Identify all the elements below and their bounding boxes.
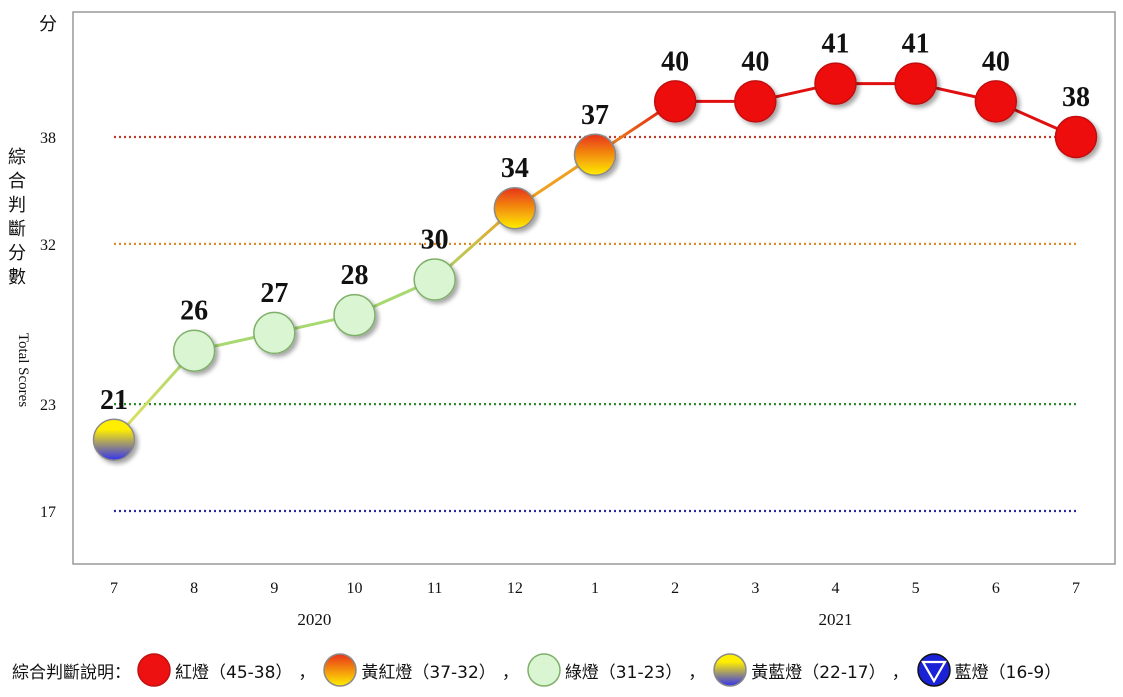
legend-separator: ， <box>688 662 706 683</box>
year-label: 2021 <box>819 610 853 629</box>
data-point-green <box>172 329 216 372</box>
data-point-red <box>894 62 937 105</box>
data-point-green <box>413 258 456 301</box>
plot-frame <box>72 11 1116 565</box>
data-label: 26 <box>180 296 208 327</box>
y-tick-label: 23 <box>40 397 56 414</box>
y-tick-label: 32 <box>40 237 56 254</box>
data-label: 40 <box>982 46 1010 77</box>
data-point-yellow-red <box>573 133 617 177</box>
legend-label: 綠燈（31-23） <box>564 662 683 683</box>
data-label: 41 <box>822 29 850 60</box>
data-label: 37 <box>581 100 609 131</box>
y-axis-label-zh-char: 分 <box>8 243 26 264</box>
x-tick-label: 2 <box>671 580 679 597</box>
data-point-green <box>333 293 376 337</box>
legend-label: 藍燈（16-9） <box>954 662 1062 683</box>
legend: 綜合判斷說明： 紅燈（45-38），黃紅燈（37-32），綠燈（31-23），黃… <box>0 650 1123 690</box>
legend-label: 黃藍燈（22-17） <box>751 662 886 683</box>
y-axis-label-zh-char: 斷 <box>8 219 26 240</box>
data-label: 40 <box>661 46 689 77</box>
data-point-yellow-blue <box>92 418 136 462</box>
legend-marker-red <box>137 653 171 687</box>
legend-marker-yellow-blue <box>713 653 747 687</box>
legend-item-green: 綠燈（31-23） <box>525 651 682 689</box>
y-tick-label: 38 <box>40 130 56 147</box>
data-point-green <box>253 311 296 355</box>
data-label: 28 <box>341 260 369 291</box>
year-label: 2020 <box>297 610 331 629</box>
data-point-yellow-red <box>493 186 537 230</box>
x-tick-label: 1 <box>591 580 599 597</box>
data-point-red <box>814 62 857 105</box>
legend-item-yellow-blue: 黃藍燈（22-17） <box>711 651 886 689</box>
x-tick-label: 8 <box>190 580 198 597</box>
data-label: 21 <box>100 385 128 416</box>
data-point-red <box>974 80 1018 123</box>
x-tick-label: 6 <box>992 580 1000 597</box>
data-point-red <box>1054 115 1098 159</box>
x-tick-label: 11 <box>427 580 442 597</box>
data-point-red <box>734 80 777 123</box>
x-tick-label: 7 <box>1072 580 1080 597</box>
legend-separator: ， <box>501 662 519 683</box>
y-axis-label-zh-char: 數 <box>8 267 26 288</box>
y-axis-label-zh-char: 綜 <box>8 147 26 168</box>
x-tick-label: 7 <box>110 580 118 597</box>
data-label: 41 <box>902 29 930 60</box>
y-tick-label: 17 <box>40 504 56 521</box>
x-tick-label: 12 <box>507 580 523 597</box>
y-unit-label: 分 <box>39 14 57 35</box>
legend-separator: ， <box>298 662 316 683</box>
legend-marker-green <box>527 653 561 687</box>
legend-item-yellow-red: 黃紅燈（37-32） <box>321 651 496 689</box>
x-tick-label: 4 <box>832 580 840 597</box>
data-label: 40 <box>741 46 769 77</box>
data-point-red <box>653 80 697 123</box>
legend-label: 紅燈（45-38） <box>175 662 293 683</box>
data-label: 27 <box>260 278 288 309</box>
x-tick-label: 10 <box>347 580 363 597</box>
x-tick-label: 5 <box>912 580 920 597</box>
data-label: 38 <box>1062 82 1090 113</box>
y-axis-label-zh-char: 判 <box>8 195 26 216</box>
x-tick-label: 9 <box>270 580 278 597</box>
y-axis-label-zh-char: 合 <box>8 171 26 192</box>
legend-separator: ， <box>891 662 909 683</box>
data-label: 34 <box>501 153 529 184</box>
y-axis-label-en: Total Scores <box>15 333 31 408</box>
legend-title: 綜合判斷說明： <box>12 662 131 683</box>
x-tick-label: 3 <box>751 580 759 597</box>
legend-item-blue: 藍燈（16-9） <box>915 651 1062 689</box>
legend-label: 黃紅燈（37-32） <box>361 662 496 683</box>
legend-item-red: 紅燈（45-38） <box>135 651 292 689</box>
legend-marker-blue <box>916 653 951 687</box>
legend-marker-yellow-red <box>323 653 358 687</box>
data-label: 30 <box>421 224 449 255</box>
